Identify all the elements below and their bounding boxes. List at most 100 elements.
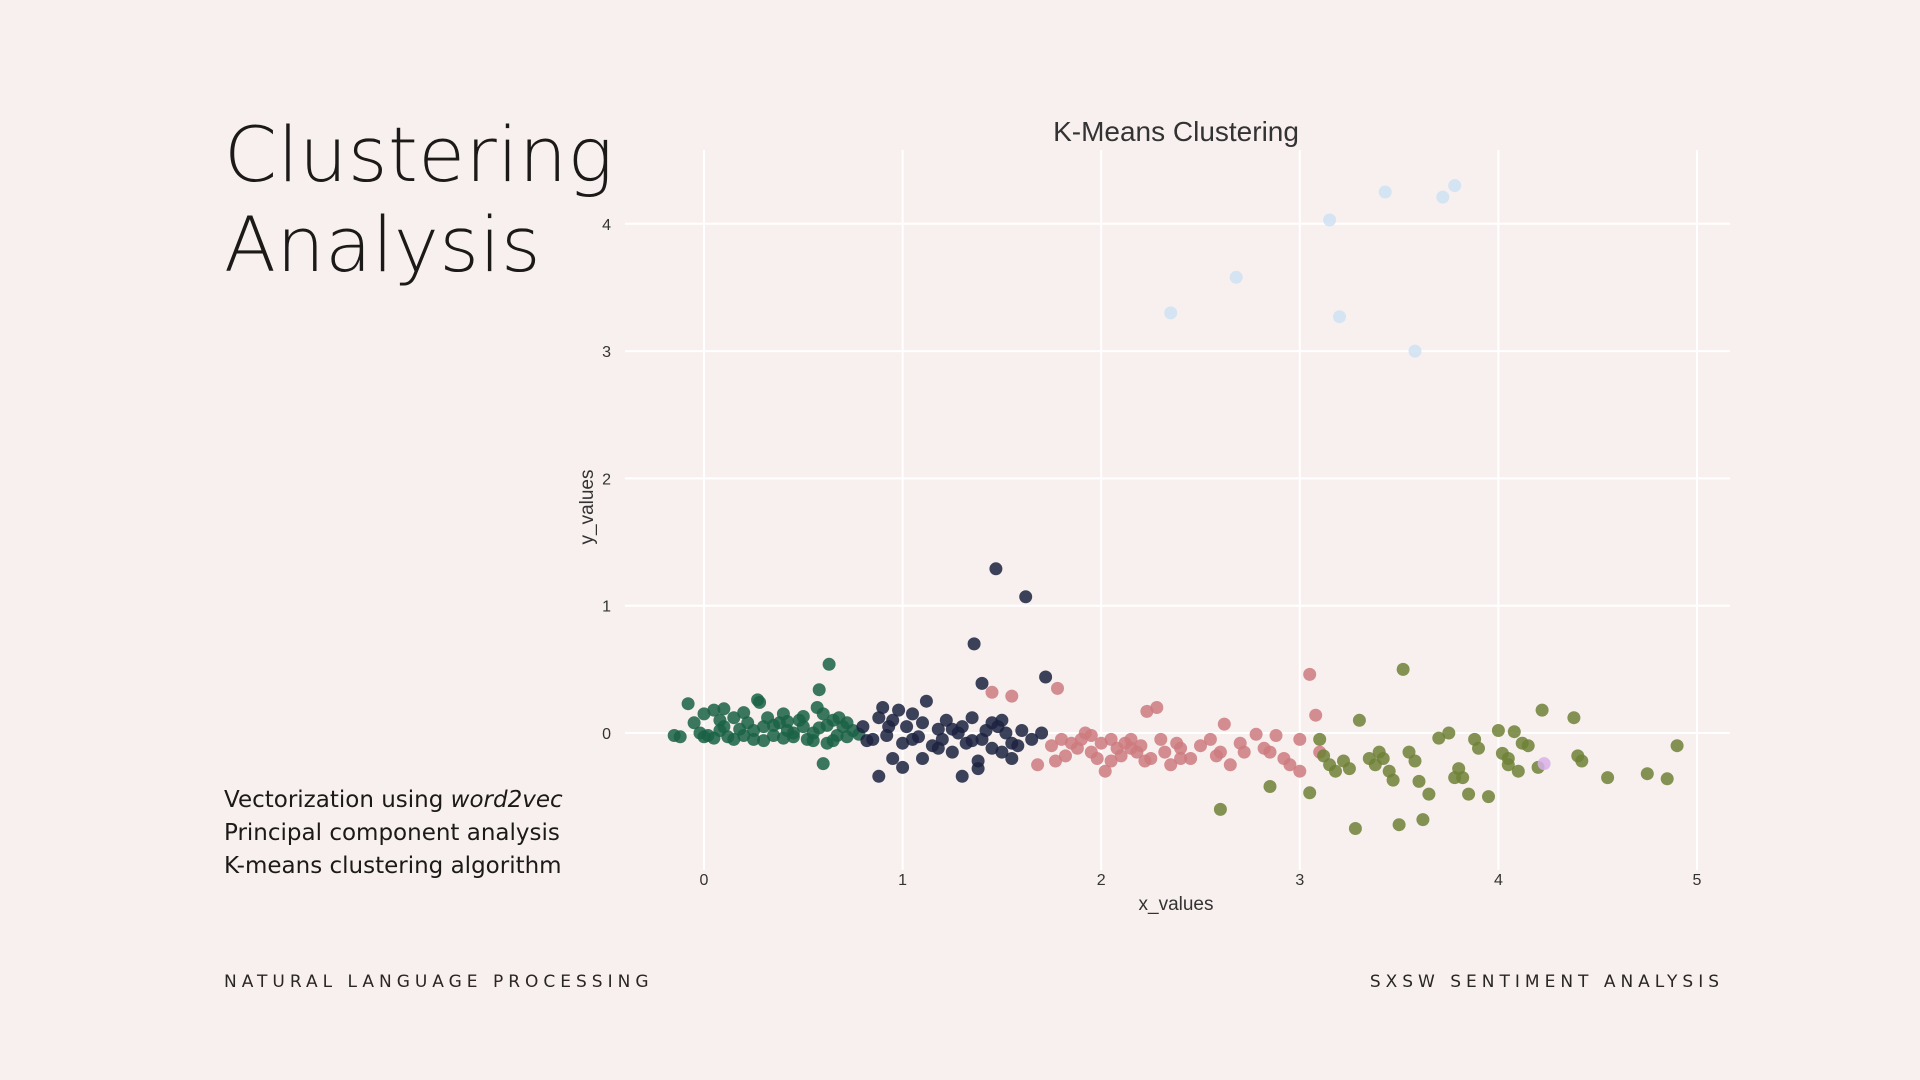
y-axis-title: y_values — [577, 470, 598, 545]
cluster-3-point — [1348, 822, 1362, 835]
cluster-1-point — [965, 734, 979, 748]
cluster-2-point — [1144, 752, 1158, 765]
cluster-2-point — [1084, 729, 1098, 742]
cluster-3-point — [1601, 771, 1615, 785]
cluster-3-point — [1491, 724, 1505, 737]
cluster-0-point — [816, 707, 830, 721]
cluster-2-point — [1055, 732, 1068, 746]
cluster-1-point — [985, 741, 999, 755]
x-tick-label: 2 — [1097, 872, 1106, 889]
cluster-4-point — [1229, 270, 1243, 284]
cluster-3-point — [1640, 767, 1654, 781]
bullet-pca: Principal component analysis — [224, 820, 560, 846]
cluster-3-point — [1507, 725, 1521, 739]
cluster-2-point — [1303, 667, 1317, 681]
cluster-0-point — [822, 657, 836, 671]
cluster-0-point — [707, 703, 721, 717]
cluster-3-point — [1342, 762, 1356, 776]
cluster-1-point — [975, 676, 989, 690]
cluster-1-point — [999, 726, 1013, 740]
cluster-1-point — [872, 711, 886, 725]
cluster-2-point — [1090, 752, 1104, 765]
cluster-0-point — [747, 732, 761, 746]
cluster-0-point — [796, 710, 810, 723]
cluster-0-point — [826, 734, 840, 748]
cluster-1-point — [985, 716, 999, 730]
cluster-3-point — [1408, 754, 1422, 768]
cluster-2-point — [1059, 749, 1072, 763]
cluster-3-point — [1670, 739, 1684, 753]
cluster-3-point — [1263, 780, 1277, 793]
cluster-3-point — [1329, 764, 1342, 778]
cluster-0-point — [717, 702, 731, 716]
slide-title: Clustering Analysis — [224, 110, 614, 290]
cluster-3-point — [1535, 703, 1549, 717]
cluster-1-point — [1019, 590, 1033, 604]
cluster-3-point — [1303, 786, 1317, 800]
cluster-3-point — [1567, 711, 1581, 725]
cluster-2-point — [1094, 736, 1108, 750]
cluster-1-point — [995, 713, 1009, 727]
slide-title-line-1: Clustering — [224, 110, 614, 199]
cluster-0-point — [776, 731, 790, 745]
bullet-word2vec-emphasis: word2vec — [450, 787, 563, 813]
cluster-3-point — [1575, 754, 1589, 768]
chart-tick-labels: 0 1 2 3 4 5 0 1 2 3 4 — [602, 217, 1701, 889]
cluster-1-point — [955, 720, 969, 734]
cluster-2-point — [1283, 758, 1297, 772]
cluster-1-point — [876, 701, 890, 714]
cluster-1-point — [965, 711, 979, 725]
cluster-1-point — [931, 722, 945, 736]
cluster-1-point — [995, 745, 1009, 759]
cluster-1-point — [896, 760, 910, 774]
cluster-3-point — [1462, 787, 1476, 801]
cluster-0-point — [806, 734, 820, 748]
cluster-0-point — [673, 730, 687, 744]
cluster-2-point — [1249, 727, 1263, 741]
cluster-1-point — [906, 707, 919, 721]
cluster-0-point — [786, 726, 800, 740]
cluster-0-point — [747, 724, 761, 737]
cluster-0-point — [753, 695, 767, 709]
cluster-2-point — [1203, 732, 1217, 746]
cluster-1-point — [919, 694, 933, 708]
cluster-3-point — [1352, 713, 1366, 727]
y-tick-label: 1 — [602, 599, 611, 616]
cluster-1-point — [916, 752, 929, 765]
cluster-2-point — [1293, 764, 1307, 778]
cluster-3-point — [1396, 662, 1410, 676]
cluster-0-point — [737, 706, 751, 720]
cluster-1-point — [860, 734, 874, 748]
cluster-2-point — [1098, 764, 1112, 778]
chart-points — [667, 179, 1684, 835]
x-tick-label: 5 — [1693, 872, 1702, 889]
y-tick-label: 2 — [602, 471, 611, 488]
cluster-2-point — [1051, 681, 1064, 695]
cluster-3-point — [1456, 771, 1470, 785]
cluster-0-point — [727, 711, 741, 725]
cluster-4-point — [1436, 190, 1450, 204]
cluster-0-point — [697, 730, 711, 744]
cluster-2-point — [1209, 749, 1223, 763]
cluster-2-point — [1134, 739, 1148, 753]
cluster-3-point — [1386, 773, 1400, 787]
cluster-3-point — [1660, 772, 1674, 786]
cluster-1-point — [856, 720, 870, 734]
cluster-1-point — [955, 769, 969, 783]
y-tick-label: 4 — [602, 217, 611, 234]
cluster-0-point — [687, 716, 701, 730]
cluster-3-point — [1432, 731, 1446, 745]
cluster-2-point — [1309, 708, 1323, 722]
cluster-0-point — [816, 757, 830, 771]
cluster-0-point — [757, 734, 771, 748]
cluster-1-point — [906, 732, 919, 746]
cluster-0-point — [840, 716, 854, 730]
cluster-2-point — [1164, 758, 1178, 772]
cluster-2-point — [1124, 741, 1138, 755]
cluster-2-point — [1293, 732, 1307, 746]
cluster-1-point — [892, 703, 906, 717]
y-tick-label: 0 — [602, 726, 611, 743]
cluster-4-point — [1378, 185, 1392, 199]
cluster-1-point — [872, 769, 886, 783]
